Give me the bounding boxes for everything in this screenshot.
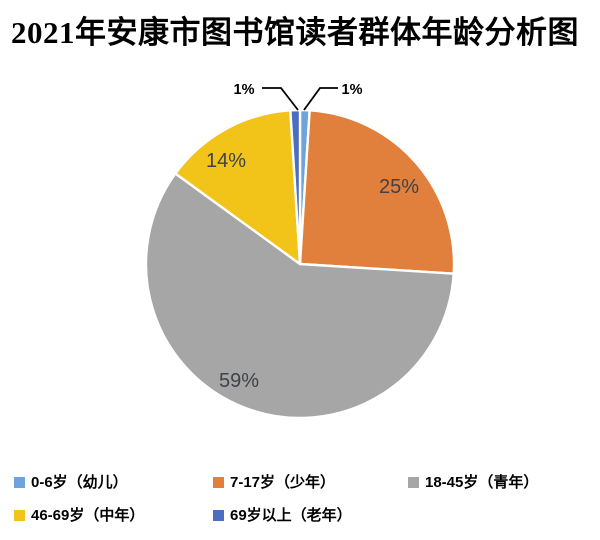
pie-slice-4	[289, 108, 302, 266]
legend-item-4: 69岁以上（老年）	[213, 508, 352, 523]
pie-inner-label-1: 25%	[379, 176, 419, 198]
pie-outer-label-0: 1%	[342, 82, 363, 98]
legend-item-0: 0-6岁（幼儿）	[14, 475, 128, 490]
legend-swatch-icon	[14, 477, 25, 488]
pie-inner-label-2: 59%	[219, 370, 259, 392]
pie-outer-label-4: 1%	[234, 82, 255, 98]
legend-swatch-icon	[14, 510, 25, 521]
chart-title: 2021年安康市图书馆读者群体年龄分析图	[11, 15, 579, 50]
leader-line-4	[262, 87, 299, 111]
leader-line-0	[303, 87, 338, 111]
legend-item-3: 46-69岁（中年）	[14, 508, 144, 523]
legend-label: 18-45岁（青年）	[425, 474, 539, 491]
legend-label: 7-17岁（少年）	[230, 474, 336, 491]
legend-item-1: 7-17岁（少年）	[213, 475, 335, 490]
legend-label: 46-69岁（中年）	[31, 507, 145, 524]
pie-slice-2	[144, 172, 455, 420]
legend-swatch-icon	[213, 477, 224, 488]
legend-label: 69岁以上（老年）	[230, 507, 352, 524]
legend-item-2: 18-45岁（青年）	[408, 475, 538, 490]
legend-label: 0-6岁（幼儿）	[31, 474, 128, 491]
pie-inner-label-3: 14%	[206, 150, 246, 172]
legend-swatch-icon	[408, 477, 419, 488]
pie-slice-3	[174, 109, 302, 266]
legend-swatch-icon	[213, 510, 224, 521]
pie-slice-1	[298, 109, 456, 275]
